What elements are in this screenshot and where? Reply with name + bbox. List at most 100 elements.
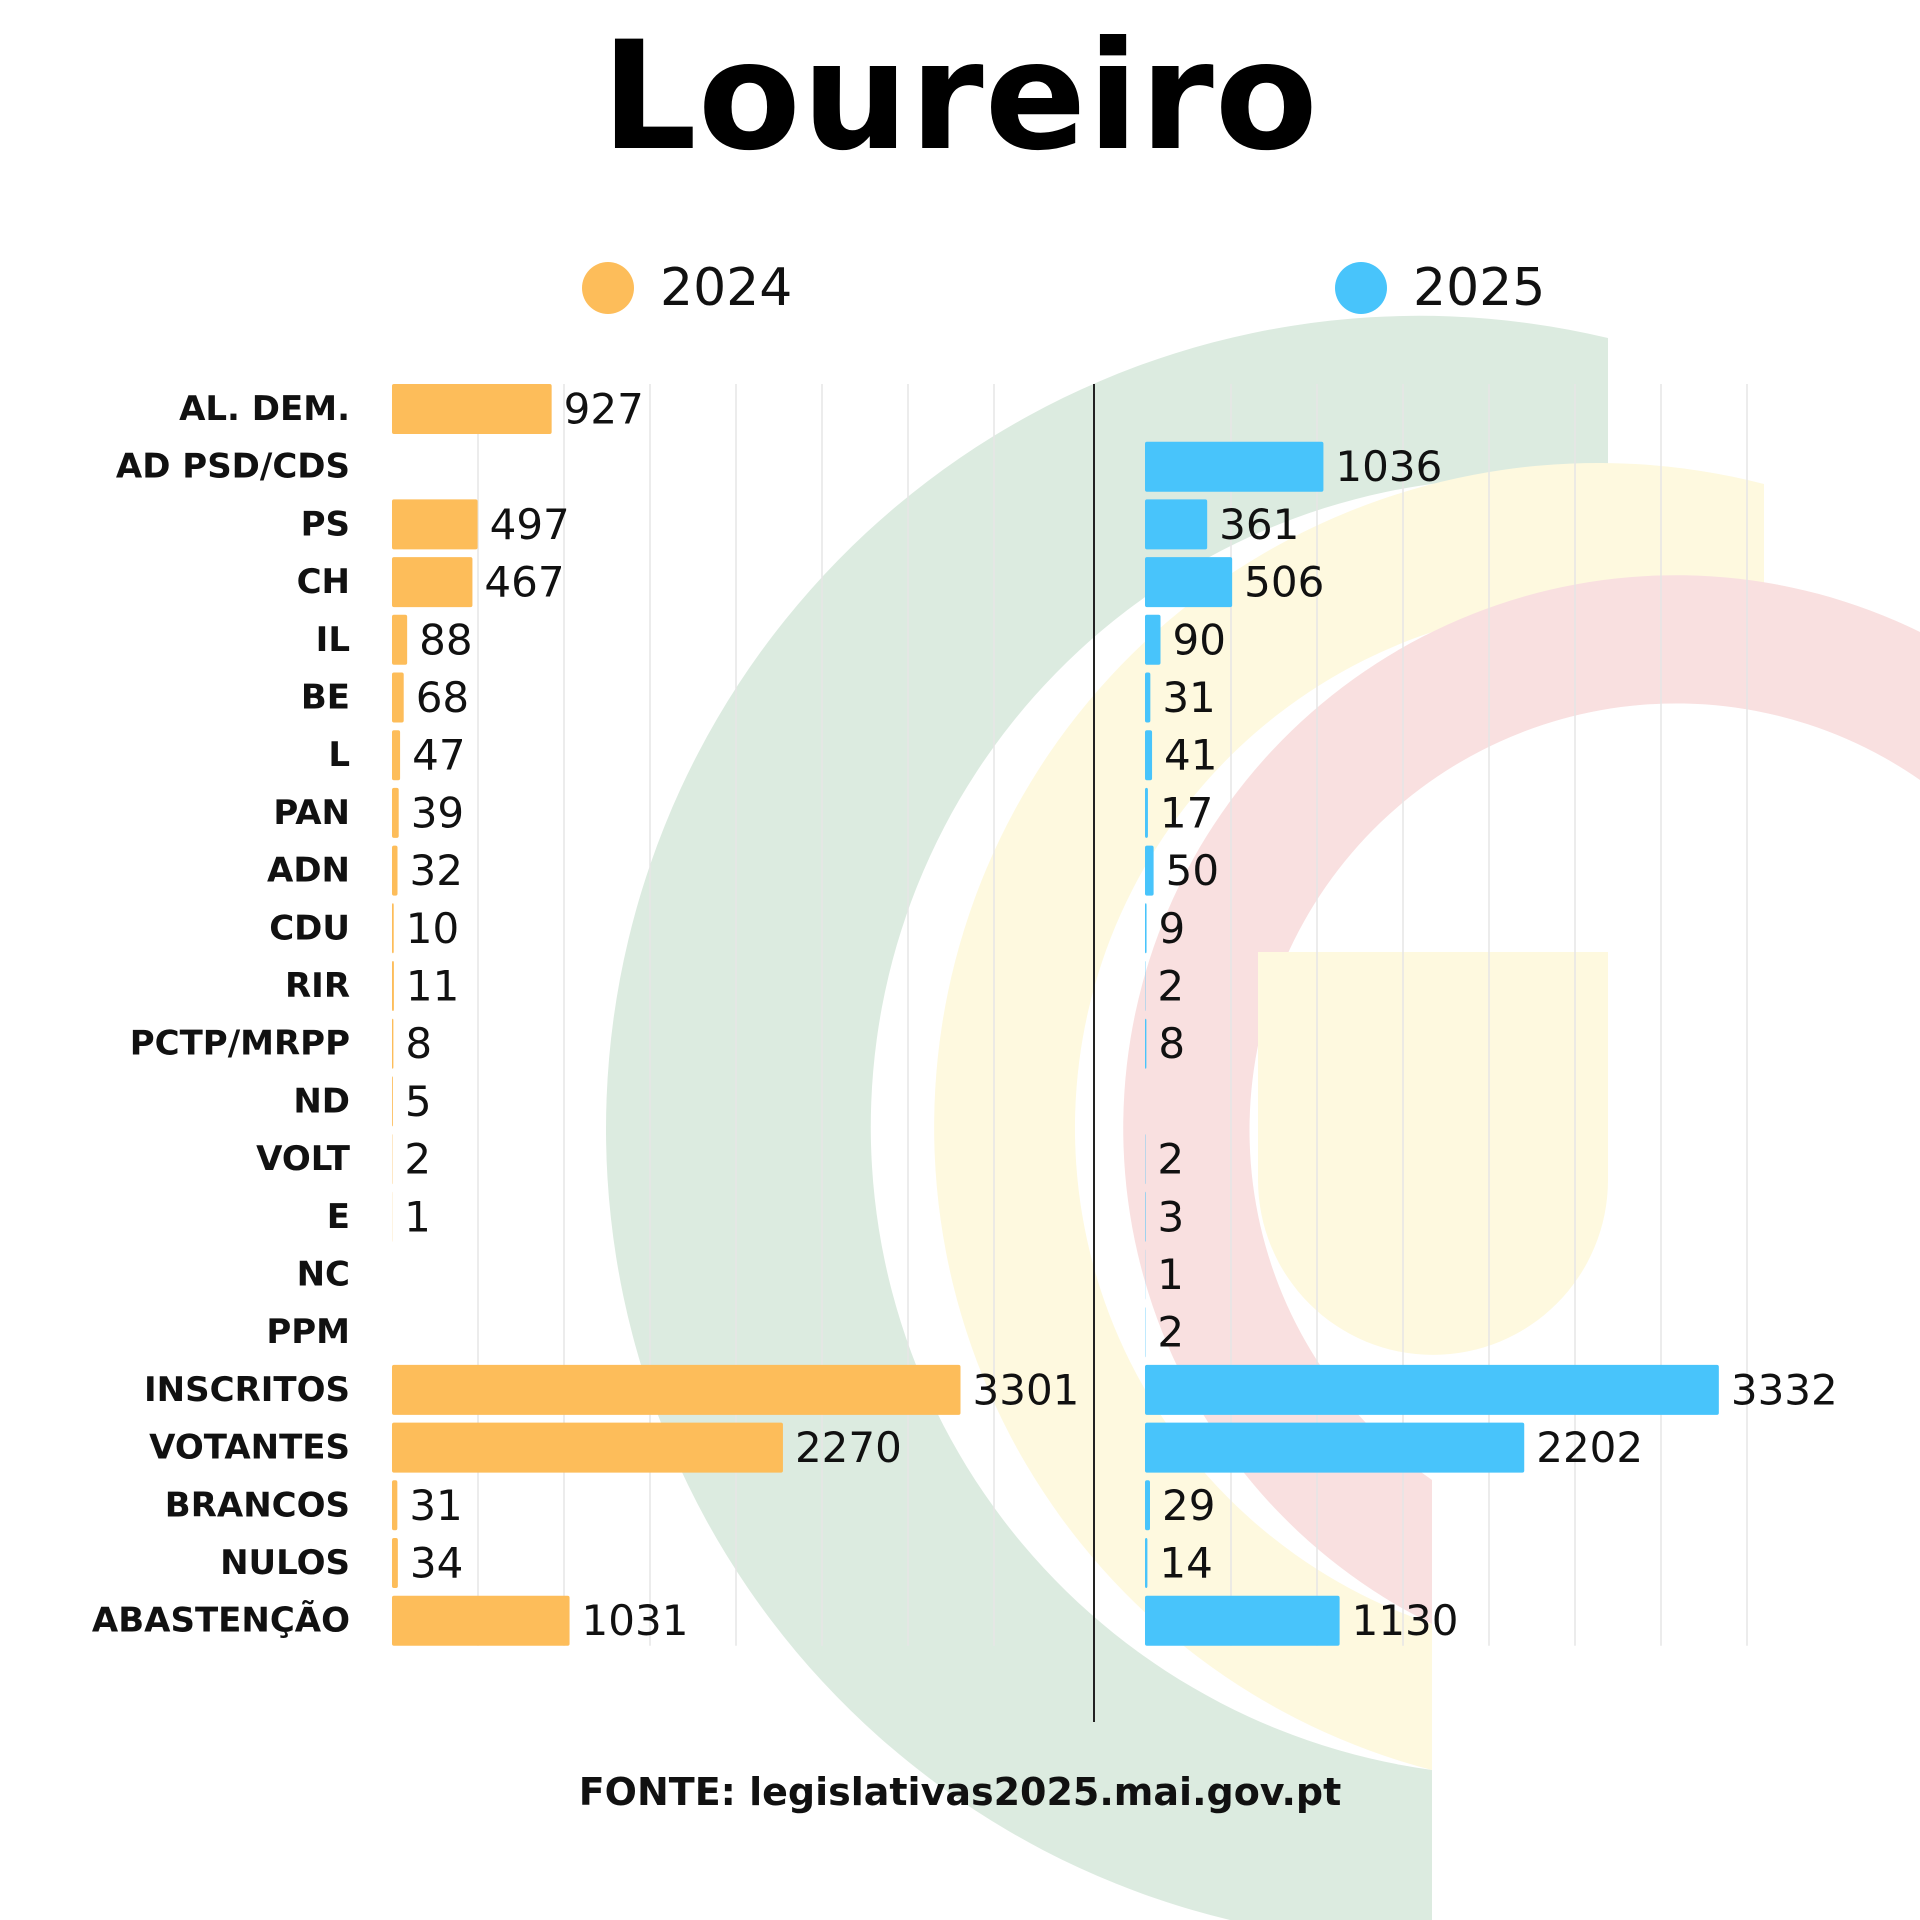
- data-label-2025: 2: [1157, 1135, 1184, 1184]
- category-label: PPM: [266, 1312, 350, 1352]
- legend-item-2024: 2024: [582, 258, 792, 318]
- bar-2024: [392, 672, 404, 723]
- data-label-2024: 3301: [973, 1365, 1080, 1414]
- bar-2024: [392, 787, 399, 838]
- data-label-2024: 39: [411, 788, 464, 837]
- data-label-2024: 10: [406, 904, 459, 953]
- data-label-2024: 32: [410, 846, 463, 895]
- category-label: CDU: [269, 908, 350, 948]
- data-label-2024: 68: [416, 673, 469, 722]
- data-label-2024: 927: [564, 385, 644, 434]
- data-label-2024: 5: [405, 1077, 432, 1126]
- category-label: CH: [297, 562, 350, 602]
- bar-2024: [392, 1018, 394, 1069]
- bar-2025: [1145, 441, 1324, 492]
- data-label-2025: 506: [1244, 558, 1324, 607]
- bar-2024: [392, 557, 473, 608]
- data-label-2025: 2: [1157, 1308, 1184, 1357]
- bar-2025: [1145, 1538, 1148, 1588]
- bar-2025: [1145, 1480, 1150, 1531]
- data-label-2025: 41: [1164, 731, 1217, 780]
- data-label-2025: 90: [1173, 615, 1226, 664]
- data-label-2024: 11: [406, 962, 459, 1011]
- bar-2024: [392, 845, 398, 896]
- legend-label-2024: 2024: [660, 258, 793, 318]
- category-label: AL. DEM.: [179, 389, 350, 429]
- bar-2025: [1145, 1018, 1147, 1069]
- category-label: NULOS: [220, 1543, 350, 1583]
- data-label-2024: 34: [410, 1539, 463, 1588]
- bar-2024: [392, 1538, 398, 1588]
- category-label: IL: [316, 620, 350, 660]
- bar-2025: [1145, 903, 1147, 954]
- bar-2025: [1145, 557, 1233, 608]
- data-label-2025: 17: [1160, 788, 1213, 837]
- category-label: INSCRITOS: [144, 1370, 350, 1410]
- legend-swatch-2024: [582, 262, 634, 314]
- data-label-2024: 497: [490, 500, 570, 549]
- bar-2025: [1145, 730, 1153, 781]
- bar-2024: [392, 499, 478, 550]
- bar-2025: [1145, 787, 1148, 838]
- bar-2025: [1145, 845, 1154, 896]
- category-label: ND: [293, 1081, 350, 1121]
- data-label-2025: 31: [1162, 673, 1215, 722]
- bar-2024: [392, 1076, 393, 1127]
- data-label-2025: 3: [1158, 1192, 1185, 1241]
- bar-2024: [392, 961, 394, 1011]
- data-label-2025: 3332: [1731, 1365, 1838, 1414]
- data-label-2024: 1031: [582, 1596, 689, 1645]
- category-label: PCTP/MRPP: [130, 1024, 350, 1064]
- bg-yellow-shield: [1258, 952, 1608, 1355]
- bar-2025: [1145, 672, 1151, 723]
- data-label-2024: 467: [484, 558, 564, 607]
- data-label-2024: 31: [409, 1481, 462, 1530]
- bg-pink-arc: [1123, 575, 1920, 1625]
- data-label-2025: 9: [1159, 904, 1186, 953]
- data-label-2024: 2: [404, 1135, 431, 1184]
- legend-item-2025: 2025: [1335, 258, 1545, 318]
- bar-2025: [1145, 1422, 1525, 1473]
- data-label-2025: 50: [1166, 846, 1219, 895]
- category-label: AD PSD/CDS: [116, 447, 350, 487]
- category-label: NC: [297, 1255, 350, 1295]
- data-label-2025: 1036: [1335, 442, 1442, 491]
- data-label-2025: 1130: [1352, 1596, 1459, 1645]
- data-label-2025: 29: [1162, 1481, 1215, 1530]
- category-label: BRANCOS: [165, 1485, 350, 1525]
- category-label: VOTANTES: [149, 1428, 350, 1468]
- legend-swatch-2025: [1335, 262, 1387, 314]
- bg-yellow-arc: [934, 462, 1764, 1771]
- data-label-2025: 8: [1158, 1019, 1185, 1068]
- data-label-2024: 2270: [795, 1423, 902, 1472]
- bar-2024: [392, 1422, 783, 1473]
- bar-2024: [392, 730, 401, 781]
- data-label-2025: 14: [1159, 1539, 1212, 1588]
- category-label: L: [328, 735, 350, 775]
- bar-2024: [392, 903, 394, 954]
- bar-2024: [392, 1480, 398, 1531]
- bar-2024: [392, 1595, 570, 1646]
- data-label-2024: 88: [419, 615, 472, 664]
- bg-green-arc: [605, 315, 1608, 1920]
- bar-2025: [1145, 1595, 1340, 1646]
- legend-label-2025: 2025: [1413, 258, 1546, 318]
- category-label: PS: [301, 504, 350, 544]
- chart-title: Loureiro: [601, 10, 1319, 184]
- bar-2025: [1145, 1191, 1146, 1242]
- category-label: VOLT: [256, 1139, 351, 1179]
- bar-2024: [392, 614, 408, 665]
- data-label-2025: 1: [1157, 1250, 1184, 1299]
- category-label: BE: [301, 678, 350, 718]
- data-label-2025: 361: [1219, 500, 1299, 549]
- bar-2024: [392, 1364, 961, 1415]
- bar-2025: [1145, 499, 1208, 550]
- data-label-2024: 47: [412, 731, 465, 780]
- source-note: FONTE: legislativas2025.mai.gov.pt: [578, 1770, 1342, 1814]
- category-label: ABASTENÇÃO: [92, 1600, 350, 1641]
- category-label: E: [327, 1197, 350, 1237]
- data-label-2025: 2202: [1536, 1423, 1643, 1472]
